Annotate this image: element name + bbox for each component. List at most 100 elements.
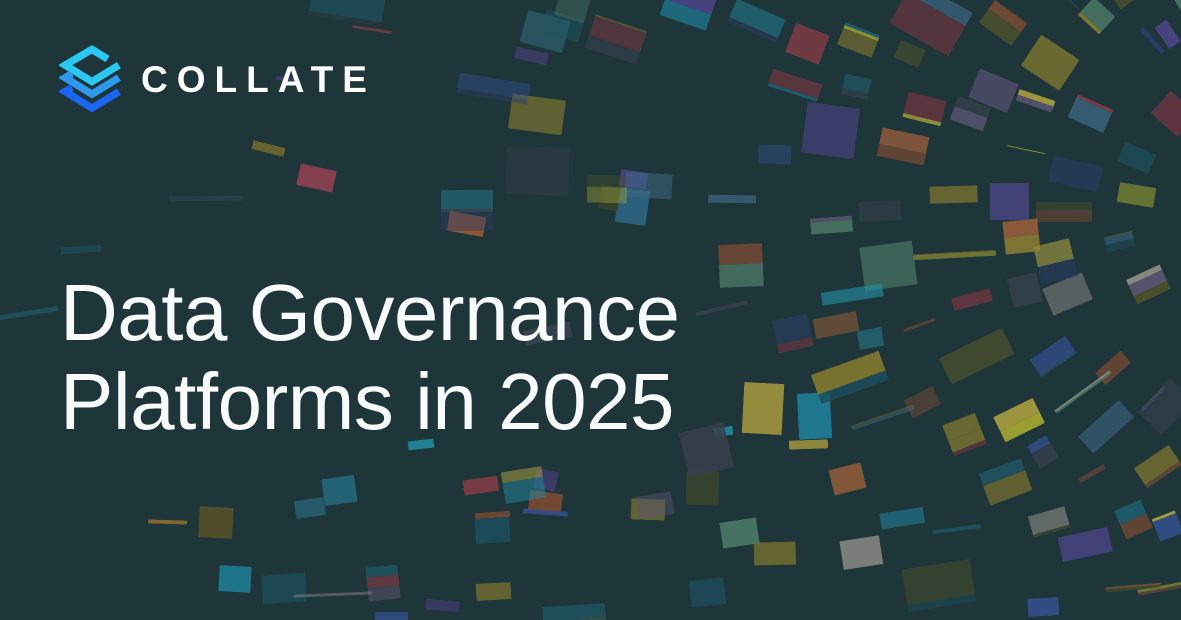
mosaic-tile: [851, 404, 916, 431]
mosaic-tile: [978, 0, 1028, 46]
mosaic-tile-stripe: [1047, 155, 1104, 193]
mosaic-tile-stripe: [858, 200, 902, 223]
mosaic-tile: [307, 0, 386, 27]
mosaic-tile: [856, 326, 885, 351]
mosaic-tile: [198, 506, 234, 539]
mosaic-tile: [514, 46, 549, 66]
mosaic-tile: [0, 305, 63, 353]
mosaic-tile-stripe: [1150, 90, 1181, 138]
mosaic-tile: [321, 474, 358, 507]
mosaic-tile: [375, 612, 408, 620]
mosaic-tile-stripe: [1067, 96, 1113, 133]
logo-layer-bottom: [59, 84, 121, 113]
mosaic-tile: [293, 497, 327, 519]
logo-layer-middle: [59, 70, 121, 99]
mosaic-tile: [810, 350, 889, 405]
mosaic-tile-stripe: [753, 541, 797, 566]
mosaic-tile: [950, 288, 995, 319]
mosaic-tile-stripe: [810, 220, 853, 236]
headline-line-1: Data Governance: [60, 268, 680, 357]
mosaic-tile: [932, 523, 983, 556]
mosaic-tile: [1028, 505, 1071, 537]
mosaic-tile-stripe: [168, 198, 243, 202]
mosaic-tile-stripe: [879, 506, 926, 530]
mosaic-tile-stripe: [812, 310, 860, 340]
mosaic-tile-stripe: [441, 189, 494, 210]
mosaic-tile: [1002, 218, 1042, 255]
mosaic-tile: [990, 183, 1030, 222]
mosaic-tile: [168, 195, 243, 202]
mosaic-tile: [1116, 182, 1157, 209]
mosaic-tile-stripe: [586, 186, 628, 204]
mosaic-tile: [765, 68, 823, 108]
mosaic-tile: [462, 476, 501, 506]
mosaic-tile-stripe: [1035, 209, 1093, 223]
mosaic-tile-stripe: [634, 491, 675, 520]
mosaic-tile-stripe: [856, 326, 885, 351]
mosaic-tile: [218, 565, 252, 593]
mosaic-tile: [474, 516, 511, 545]
mosaic-tile: [1026, 596, 1060, 620]
mosaic-tile: [475, 582, 512, 601]
mosaic-tile-stripe: [147, 519, 188, 525]
mosaic-tile: [901, 559, 978, 619]
mosaic-tile: [1169, 0, 1181, 29]
mosaic-tile-stripe: [839, 535, 884, 571]
mosaic-tile-stripe: [514, 46, 549, 66]
mosaic-tile-stripe: [1116, 182, 1157, 209]
mosaic-tile: [978, 458, 1033, 506]
mosaic-tile: [1150, 90, 1181, 138]
mosaic-tile: [585, 14, 648, 64]
mosaic-tile-stripe: [785, 23, 830, 65]
mosaic-tile-stripe: [425, 598, 460, 613]
mosaic-tile-stripe: [932, 523, 981, 534]
mosaic-tile-stripe: [352, 24, 392, 35]
mosaic-tile-stripe: [1055, 372, 1113, 415]
mosaic-tile: [837, 73, 872, 116]
mosaic-tile: [634, 491, 675, 521]
brand-wordmark: COLLATE: [141, 58, 376, 100]
mosaic-tile-stripe: [1116, 141, 1157, 174]
mosaic-tile-stripe: [1037, 0, 1080, 10]
mosaic-tile-stripe: [903, 385, 941, 418]
mosaic-tile: [902, 91, 947, 127]
mosaic-tile: [659, 0, 721, 32]
mosaic-tile: [903, 318, 941, 350]
mosaic-tile-stripe: [1169, 0, 1181, 29]
mosaic-tile-stripe: [894, 39, 927, 68]
mosaic-tile: [879, 506, 929, 552]
mosaic-tile: [725, 0, 787, 48]
mosaic-tile-stripe: [950, 288, 993, 311]
collate-logo: COLLATE: [59, 45, 376, 113]
mosaic-tile: [1035, 201, 1093, 223]
mosaic-tile-stripe: [1154, 20, 1181, 50]
mosaic-tile: [836, 22, 880, 58]
mosaic-tile-stripe: [929, 185, 979, 204]
mosaic-tile: [695, 300, 754, 341]
mosaic-tile-stripe: [788, 439, 829, 450]
mosaic-tile-stripe: [522, 508, 569, 517]
mosaic-tile: [929, 185, 979, 229]
mosaic-tile: [782, 23, 830, 72]
mosaic-tile: [688, 577, 726, 609]
mosaic-tile: [296, 163, 337, 193]
mosaic-tile: [757, 144, 793, 188]
mosaic-tile: [1067, 93, 1114, 133]
mosaic-tile-stripe: [741, 381, 785, 436]
mosaic-tile: [251, 140, 286, 157]
mosaic-tile: [912, 249, 996, 260]
mosaic-tile: [1047, 155, 1104, 193]
mosaic-tile: [425, 598, 460, 613]
mosaic-tile: [441, 189, 494, 231]
mosaic-tile: [828, 462, 867, 495]
mosaic-tile-stripe: [0, 305, 58, 324]
mosaic-tile: [809, 215, 854, 249]
mosaic-tile-stripe: [296, 163, 337, 193]
mosaic-tile: [839, 535, 887, 592]
mosaic-tile: [1104, 231, 1137, 253]
mosaic-tile-stripe: [859, 240, 918, 292]
mosaic-tile-stripe: [462, 476, 499, 496]
mosaic-tile-stripe: [198, 506, 234, 539]
